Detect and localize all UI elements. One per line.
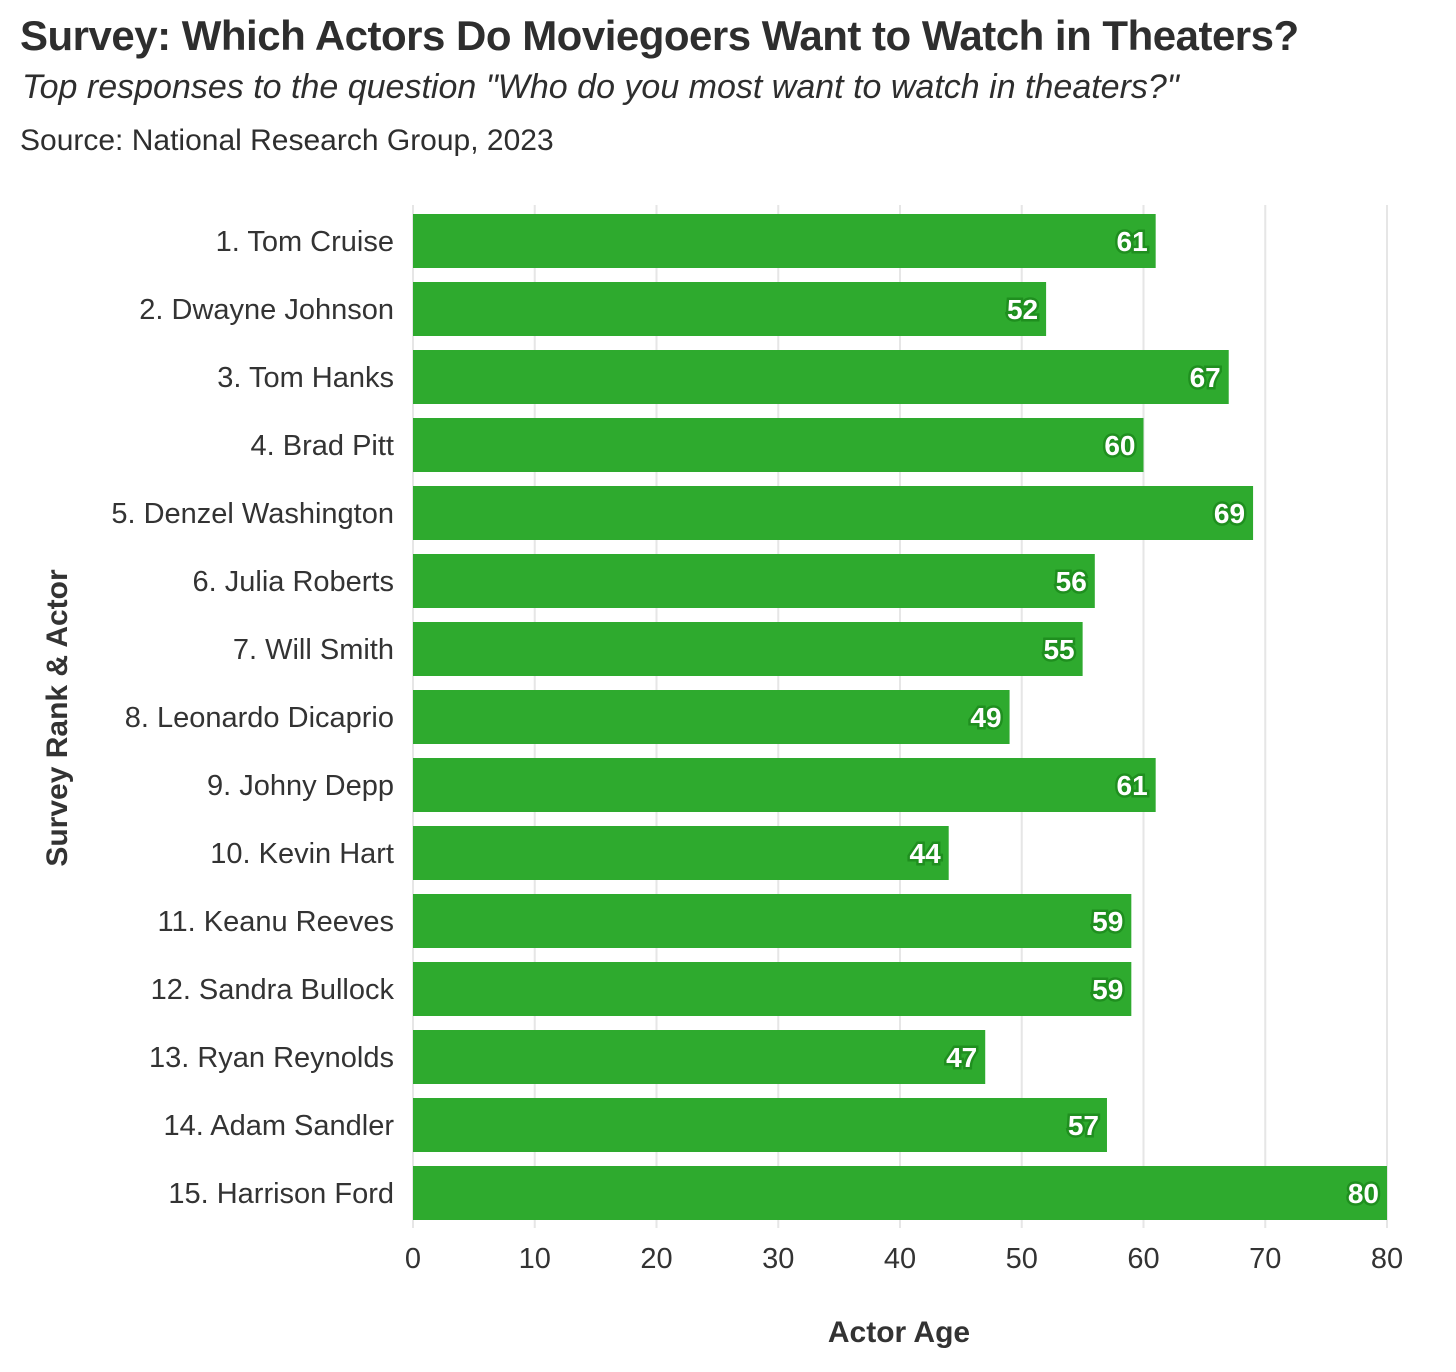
- value-label-7: 55: [1043, 634, 1074, 665]
- category-labels: 1. Tom Cruise 2. Dwayne Johnson 3. Tom Han…: [111, 226, 394, 1210]
- x-tick-label-30: 30: [762, 1243, 794, 1275]
- chart-source: Source: National Research Group, 2023: [20, 124, 554, 157]
- value-label-6: 56: [1056, 566, 1087, 597]
- category-label-4: 4. Brad Pitt: [251, 430, 394, 462]
- value-label-13: 47: [946, 1042, 977, 1073]
- x-tick-label-20: 20: [640, 1243, 672, 1275]
- bar-5: [413, 486, 1254, 540]
- category-label-12: 12. Sandra Bullock: [151, 974, 395, 1006]
- x-tick-label-10: 10: [519, 1243, 551, 1275]
- category-label-7: 7. Will Smith: [233, 634, 394, 666]
- chart-subtitle: Top responses to the question "Who do yo…: [22, 68, 1179, 106]
- bar-1: [413, 214, 1156, 268]
- bar-12: [413, 962, 1132, 1016]
- value-label-2: 52: [1007, 294, 1038, 325]
- category-label-11: 11. Keanu Reeves: [158, 906, 394, 938]
- bar-10: [413, 826, 949, 880]
- x-tick-label-40: 40: [884, 1243, 916, 1275]
- category-label-14: 14. Adam Sandler: [163, 1110, 394, 1142]
- bar-4: [413, 418, 1144, 472]
- value-label-9: 61: [1117, 770, 1148, 801]
- bar-8: [413, 690, 1010, 744]
- x-tick-label-60: 60: [1127, 1243, 1159, 1275]
- value-label-3: 67: [1190, 362, 1221, 393]
- bar-11: [413, 894, 1132, 948]
- category-label-15: 15. Harrison Ford: [168, 1178, 394, 1210]
- x-tick-label-50: 50: [1006, 1243, 1038, 1275]
- x-tick-label-70: 70: [1249, 1243, 1281, 1275]
- value-label-12: 59: [1092, 974, 1123, 1005]
- x-tick-labels: 0 10 20 30 40 50 60 70 80: [405, 1243, 1403, 1275]
- category-label-10: 10. Kevin Hart: [210, 838, 394, 870]
- bar-15: [413, 1166, 1387, 1220]
- value-label-10: 44: [910, 838, 942, 869]
- category-label-1: 1. Tom Cruise: [216, 226, 394, 258]
- y-axis-title: Survey Rank & Actor: [41, 569, 74, 867]
- bar-9: [413, 758, 1156, 812]
- category-label-8: 8. Leonardo Dicaprio: [125, 702, 394, 734]
- value-label-4: 60: [1104, 430, 1135, 461]
- value-label-14: 57: [1068, 1110, 1099, 1141]
- bar-2: [413, 282, 1047, 336]
- category-label-3: 3. Tom Hanks: [217, 362, 394, 394]
- x-tick-label-0: 0: [405, 1243, 421, 1275]
- bar-14: [413, 1098, 1107, 1152]
- value-label-8: 49: [970, 702, 1001, 733]
- value-label-11: 59: [1092, 906, 1123, 937]
- bar-3: [413, 350, 1229, 404]
- category-label-2: 2. Dwayne Johnson: [139, 294, 394, 326]
- chart-title: Survey: Which Actors Do Moviegoers Want …: [20, 12, 1299, 59]
- value-label-1: 61: [1117, 226, 1148, 257]
- value-label-5: 69: [1214, 498, 1245, 529]
- bars: 61 52 67 60 69 56 55 49 61 44 59 59 47 57 80: [413, 214, 1387, 1220]
- value-label-15: 80: [1348, 1178, 1379, 1209]
- x-tick-label-80: 80: [1371, 1243, 1403, 1275]
- bar-13: [413, 1030, 986, 1084]
- bar-7: [413, 622, 1083, 676]
- category-label-9: 9. Johny Depp: [207, 770, 394, 802]
- category-label-5: 5. Denzel Washington: [111, 498, 394, 530]
- category-label-13: 13. Ryan Reynolds: [149, 1042, 394, 1074]
- bar-6: [413, 554, 1095, 608]
- category-label-6: 6. Julia Roberts: [193, 566, 395, 598]
- x-axis-title: Actor Age: [828, 1316, 970, 1349]
